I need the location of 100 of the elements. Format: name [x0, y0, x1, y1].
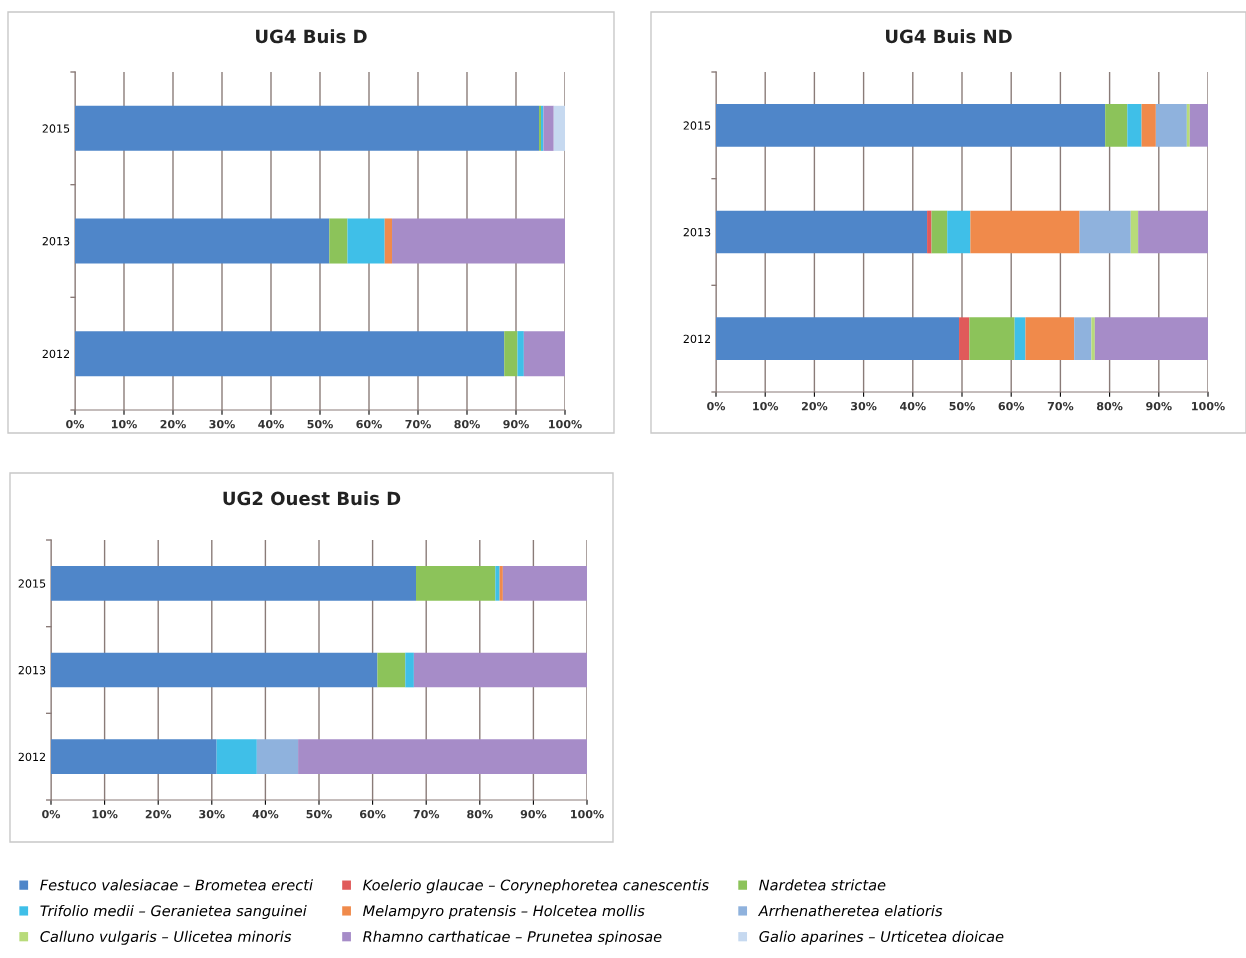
x-tick-label: 100%	[1192, 401, 1225, 411]
bar	[1130, 210, 1139, 254]
y-tick-label: 2013	[683, 227, 711, 237]
bar	[970, 210, 1080, 254]
bar	[495, 566, 500, 601]
bar	[504, 331, 518, 377]
bar	[543, 105, 554, 151]
x-tick-label: 90%	[503, 419, 529, 429]
chart-title: UG4 Buis ND	[886, 29, 1012, 44]
bar	[499, 566, 503, 601]
x-tick-label: 20%	[801, 401, 828, 411]
y-tick-label: 2015	[683, 121, 711, 130]
x-tick-label: 30%	[209, 419, 235, 429]
bar	[256, 739, 299, 774]
x-tick-label: 0%	[66, 419, 85, 429]
x-tick-label: 70%	[1047, 401, 1074, 411]
bar	[416, 566, 496, 601]
x-tick-label: 50%	[307, 419, 333, 429]
bar	[1091, 317, 1095, 360]
x-tick-label: 40%	[258, 419, 284, 429]
x-tick-label: 10%	[753, 401, 779, 411]
bar	[384, 218, 393, 264]
legend-label: Galio aparines – Urticetea dioicae	[759, 930, 1004, 945]
bar	[502, 566, 587, 601]
bar	[947, 210, 971, 254]
bar	[216, 739, 257, 774]
x-tick-label: 80%	[454, 419, 480, 429]
x-tick-label: 10%	[92, 809, 118, 819]
y-tick-label: 2015	[42, 124, 70, 133]
bar	[1186, 104, 1190, 147]
chart-title: UG4 Buis D	[256, 29, 367, 44]
bar	[1025, 317, 1075, 360]
bar	[1014, 317, 1026, 360]
bar	[392, 218, 565, 264]
x-tick-label: 100%	[571, 809, 604, 819]
bar	[716, 317, 960, 360]
bar	[1094, 317, 1208, 360]
bar	[931, 210, 948, 254]
x-tick-label: 60%	[998, 401, 1025, 411]
legend-label: Arrhenatheretea elatioris	[757, 904, 943, 917]
y-tick-label: 2012	[683, 334, 711, 344]
y-tick-label: 2012	[18, 752, 46, 762]
x-tick-label: 40%	[252, 809, 279, 819]
legend-label: Festuco valesiacae – Brometea erecti	[40, 879, 313, 891]
bar	[1127, 104, 1142, 147]
x-tick-label: 60%	[359, 809, 386, 819]
legend-label: Trifolio medii – Geranietea sanguinei	[40, 904, 307, 920]
x-tick-label: 70%	[413, 809, 440, 819]
bar	[1074, 317, 1092, 360]
bar	[405, 652, 414, 688]
bar	[51, 566, 417, 601]
x-tick-label: 90%	[1146, 401, 1172, 411]
bar	[75, 218, 330, 264]
bar	[716, 210, 928, 254]
bar	[377, 652, 406, 688]
bar	[523, 331, 565, 377]
x-tick-label: 60%	[356, 419, 382, 429]
x-tick-label: 20%	[145, 809, 172, 819]
legend-label: Rhamno carthaticae – Prunetea spinosae	[363, 930, 662, 945]
bar	[517, 331, 524, 377]
x-tick-label: 50%	[949, 401, 975, 411]
bar	[1155, 104, 1187, 147]
x-tick-label: 80%	[467, 809, 493, 819]
chart-title: UG2 Ouest Buis D	[223, 491, 401, 506]
y-tick-label: 2013	[18, 665, 46, 675]
x-tick-label: 30%	[199, 809, 225, 819]
x-tick-label: 20%	[160, 419, 186, 429]
bar	[1189, 104, 1208, 147]
x-tick-label: 10%	[111, 419, 137, 429]
x-tick-label: 70%	[405, 419, 431, 429]
x-tick-label: 0%	[707, 401, 726, 411]
bar	[75, 331, 505, 377]
x-tick-label: 90%	[520, 809, 547, 819]
bar	[51, 652, 378, 688]
legend-label: Nardetea strictae	[759, 879, 886, 891]
legend-label: Calluno vulgaris – Ulicetea minoris	[40, 930, 292, 945]
bar	[969, 317, 1015, 360]
x-tick-label: 80%	[1096, 401, 1123, 411]
legend-label: Melampyro pratensis – Holcetea mollis	[363, 904, 645, 920]
bar	[553, 105, 565, 151]
bar	[329, 218, 348, 264]
bar	[51, 739, 217, 774]
y-tick-label: 2012	[42, 349, 70, 359]
x-tick-label: 30%	[851, 401, 877, 411]
bar	[959, 317, 970, 360]
bar	[75, 105, 540, 151]
x-tick-label: 50%	[306, 809, 332, 819]
bar	[413, 652, 587, 688]
bar	[1141, 104, 1156, 147]
bar	[1079, 210, 1131, 254]
bar	[1138, 210, 1208, 254]
y-tick-label: 2015	[18, 579, 46, 588]
x-tick-label: 40%	[900, 401, 926, 411]
y-tick-label: 2013	[42, 236, 70, 246]
bar	[347, 218, 385, 264]
bar	[298, 739, 587, 774]
x-tick-label: 0%	[42, 809, 61, 819]
legend-label: Koelerio glaucae – Corynephoretea canescentis	[363, 879, 709, 894]
x-tick-label: 100%	[549, 419, 582, 429]
bar	[1105, 104, 1128, 147]
